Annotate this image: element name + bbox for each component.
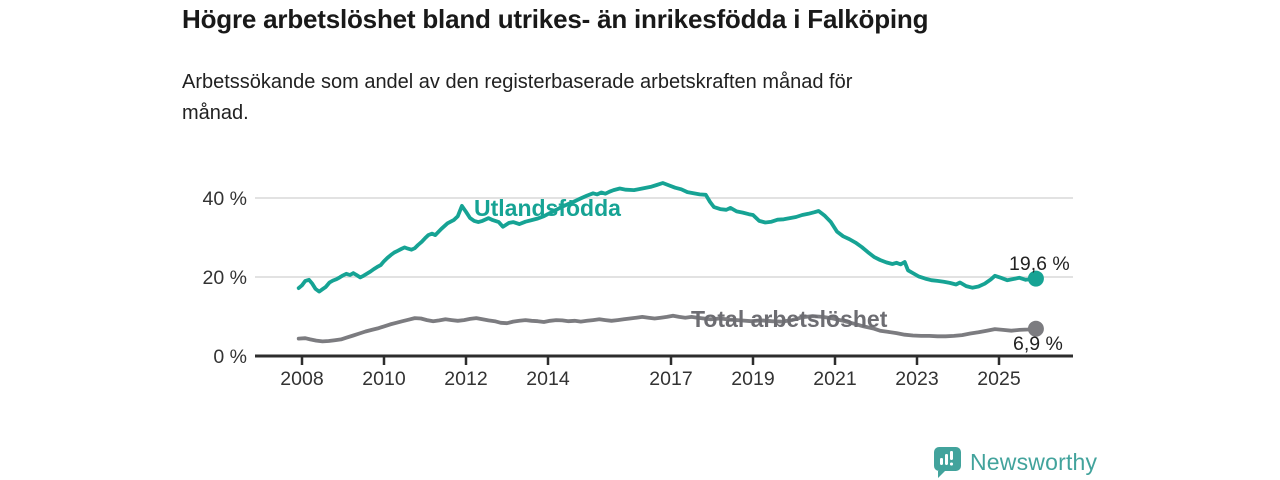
newsworthy-bubble-chart-icon bbox=[934, 447, 961, 478]
x-axis: 2008 2010 2012 2014 2017 2019 2021 2023 2025 bbox=[255, 354, 1073, 390]
series-label-utlandsfodda: Utlandsfödda bbox=[474, 195, 621, 221]
chart-series bbox=[296, 181, 1044, 344]
chart-subtitle-line1: Arbetssökande som andel av den registerb… bbox=[182, 71, 853, 93]
y-tick-label-20: 20 % bbox=[203, 267, 247, 289]
series-line-utlandsfodda bbox=[296, 181, 1038, 294]
x-tick-label-2021: 2021 bbox=[813, 368, 856, 390]
x-tick-label-2014: 2014 bbox=[526, 368, 570, 390]
newsworthy-logo: Newsworthy bbox=[934, 446, 1097, 478]
y-tick-label-0: 0 % bbox=[213, 346, 247, 368]
y-tick-label-40: 40 % bbox=[203, 188, 247, 210]
x-tick-label-2012: 2012 bbox=[444, 368, 487, 390]
x-tick-label-2023: 2023 bbox=[895, 368, 938, 390]
end-value-label-utlandsfodda: 19,6 % bbox=[1009, 253, 1070, 275]
x-tick-label-2019: 2019 bbox=[731, 368, 774, 390]
x-tick-label-2008: 2008 bbox=[280, 368, 323, 390]
series-label-total-arbetsloshet: Total arbetslöshet bbox=[691, 306, 888, 332]
chart-subtitle: Arbetssökande som andel av den registerb… bbox=[182, 67, 852, 129]
gridlines: 0 % 20 % 40 % bbox=[203, 188, 1073, 368]
x-tick-label-2017: 2017 bbox=[649, 368, 692, 390]
end-value-label-total: 6,9 % bbox=[1013, 333, 1063, 355]
end-dot-total-arbetsloshet bbox=[1027, 320, 1044, 337]
x-tick-label-2010: 2010 bbox=[362, 368, 406, 390]
chart-subtitle-line2: månad. bbox=[182, 102, 249, 124]
series-line-total-arbetsloshet bbox=[296, 313, 1038, 344]
newsworthy-logo-text: Newsworthy bbox=[970, 448, 1098, 475]
chart-labels: Utlandsfödda Total arbetslöshet 19,6 % 6… bbox=[474, 195, 1070, 355]
end-dot-utlandsfodda bbox=[1027, 270, 1044, 287]
page-title: Högre arbetslöshet bland utrikes- än inr… bbox=[182, 4, 929, 34]
x-tick-label-2025: 2025 bbox=[977, 368, 1021, 390]
